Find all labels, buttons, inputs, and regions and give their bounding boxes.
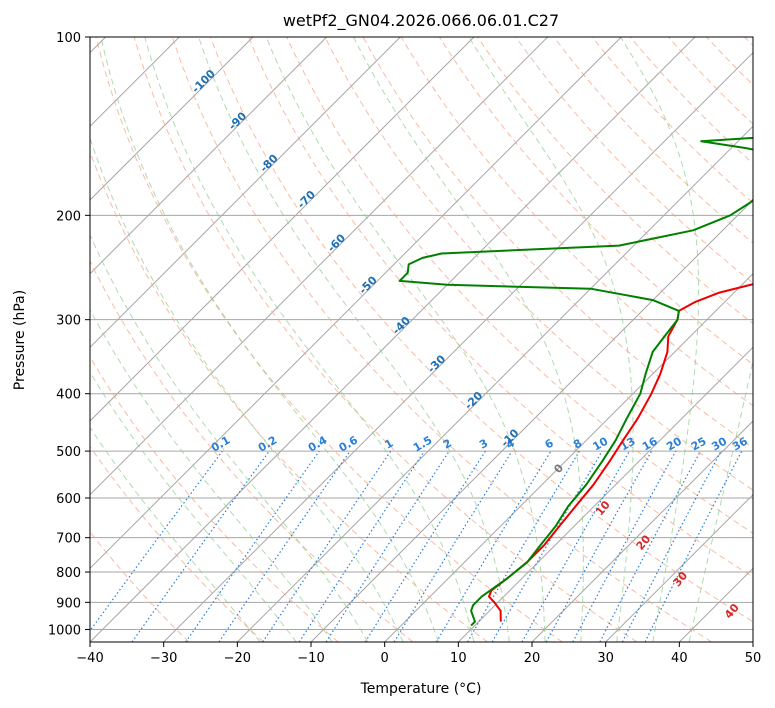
dry-adiabat-line [248,37,753,578]
mixing-ratio-line [644,450,743,642]
mixing-ratio-line [572,450,677,642]
moist-adiabat-line [90,371,297,642]
mixing-ratio-line [325,450,450,642]
mixing-ratio-line [218,450,351,642]
moist-adiabat-line [198,37,510,642]
x-axis-title: Temperature (°C) [360,681,482,697]
moist-adiabat-line [100,37,439,642]
dry-adiabat-line [515,37,753,284]
isotherm-line [384,272,753,642]
x-tick-label: −20 [224,651,251,666]
x-tick-label: −30 [150,651,177,666]
isotherm-line [90,37,401,349]
dry-adiabat-line [90,445,264,642]
y-tick-label: 900 [56,596,81,611]
mixing-ratio-line [262,450,392,642]
isotherm-line [90,37,475,422]
mixing-ratio-line [131,450,270,642]
y-tick-label: 1000 [48,623,81,638]
x-tick-label: 10 [450,651,467,666]
x-tick-label: 40 [671,651,688,666]
background-lines [90,37,753,642]
moist-adiabat-line [90,308,333,642]
dry-adiabat-line [324,37,753,491]
axis-ticks: −40 −30 −20 −10 0 10 20 30 40 50 100 200 300 400 500 60… [48,31,761,666]
moist-adiabat-line [620,37,700,642]
dry-adiabat-line [90,356,339,642]
mixing-ratio-line [393,450,513,642]
moist-adiabat-line [353,37,584,642]
moist-adiabat-line [688,358,753,642]
x-tick-label: 0 [381,651,389,666]
x-tick-label: −40 [76,651,103,666]
dry-adiabat-line [210,37,753,623]
isotherm-line [90,37,696,642]
y-tick-label: 800 [56,566,81,581]
dry-adiabat-line [133,37,638,642]
y-tick-label: 700 [56,532,81,547]
isotherm-line [90,37,328,275]
y-tick-label: 200 [56,209,81,224]
isotherm-line [752,641,753,642]
isotherm-line [605,493,753,642]
dry-adiabat-line [171,37,712,642]
isotherm-line [90,37,254,201]
dry-adiabat-line [286,37,753,534]
plot-background [90,37,753,642]
mixing-ratio-line [521,450,631,642]
moist-adiabat-line [90,136,404,642]
y-tick-label: 600 [56,492,81,507]
x-tick-label: 50 [745,651,762,666]
dry-adiabat-line [90,259,414,642]
isotherm-line [163,51,753,642]
dewpoint-profile-line [398,136,753,627]
x-tick-label: 20 [524,651,541,666]
dry-adiabat-line [95,37,563,642]
data-lines [398,136,753,627]
mixing-ratio-line [185,450,320,642]
chart-title: wetPf2_GN04.2026.066.06.01.C27 [283,11,559,31]
moist-adiabat-line [90,426,261,642]
moist-adiabat-line [90,233,369,642]
x-tick-label: 30 [597,651,614,666]
y-tick-label: 100 [56,31,81,46]
mixing-ratio-line [298,450,425,642]
isotherm-line [90,37,549,496]
x-tick-label: −10 [297,651,324,666]
y-tick-label: 500 [56,445,81,460]
moist-adiabat-line [144,37,475,642]
y-tick-label: 400 [56,388,81,403]
y-tick-label: 300 [56,314,81,329]
isotherm-line [531,420,753,642]
mixing-ratio-line [545,450,653,642]
isotherm-line [90,37,622,570]
mixing-ratio-line [90,450,223,632]
isotherm-line [457,346,753,642]
plot-frame [89,36,754,643]
y-axis-title: Pressure (hPa) [12,290,28,390]
